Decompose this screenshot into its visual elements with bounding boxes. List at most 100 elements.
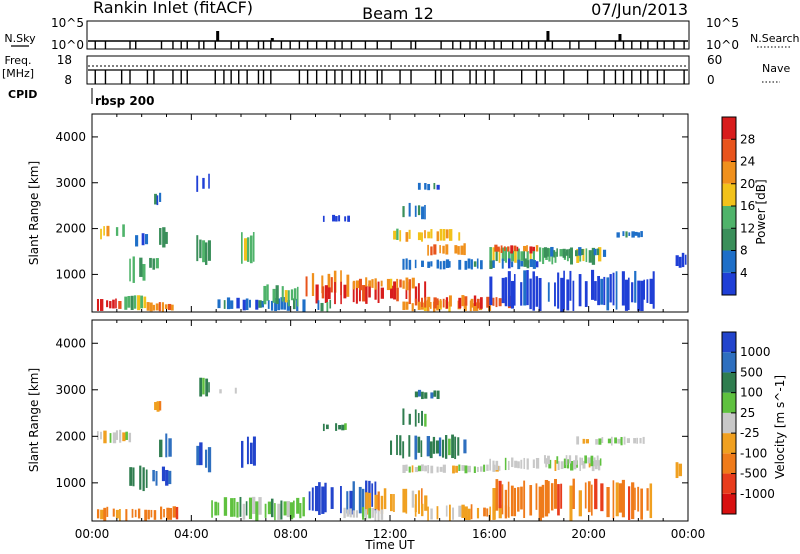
colorbar-tick-label: 500 <box>740 365 763 379</box>
range-gate-cell <box>135 235 139 247</box>
range-gate-cell <box>270 300 274 311</box>
range-gate-cell <box>128 432 132 443</box>
range-gate-cell <box>439 228 443 241</box>
range-gate-cell <box>617 438 621 444</box>
range-gate-cell <box>311 273 315 296</box>
range-gate-cell <box>470 259 473 270</box>
range-gate-cell <box>511 261 514 268</box>
range-gate-cell <box>417 301 421 310</box>
range-gate-cell <box>147 509 150 520</box>
range-gate-cell <box>439 261 442 270</box>
range-gate-cell <box>124 296 128 310</box>
range-gate-cell <box>542 247 545 265</box>
range-gate-cell <box>473 261 477 267</box>
range-gate-cell <box>601 437 604 444</box>
range-gate-cell <box>417 182 421 190</box>
range-gate-cell <box>545 458 548 468</box>
range-gate-cell <box>417 389 422 397</box>
range-gate-cell <box>118 300 122 309</box>
range-gate-cell <box>495 460 499 471</box>
range-gate-cell <box>430 229 433 239</box>
range-gate-cell <box>584 455 587 464</box>
range-gate-cell <box>470 298 474 308</box>
range-gate-cell <box>127 295 131 308</box>
range-gate-cell <box>594 460 598 470</box>
range-gate-cell <box>424 183 427 190</box>
range-gate-cell <box>380 495 384 514</box>
colorbar-segment <box>722 161 736 184</box>
range-gate-cell <box>245 501 248 516</box>
range-gate-cell <box>159 401 162 411</box>
colorbar-segment <box>722 250 736 273</box>
range-gate-cell <box>598 438 602 445</box>
range-gate-cell <box>109 301 112 309</box>
range-gate-cell <box>445 297 449 309</box>
range-gate-cell <box>267 501 272 515</box>
range-gate-cell <box>202 377 205 395</box>
range-gate-cell <box>510 280 515 309</box>
range-gate-cell <box>296 497 300 514</box>
range-gate-cell <box>100 431 102 440</box>
range-gate-cell <box>438 437 442 457</box>
range-gate-cell <box>165 433 168 458</box>
range-gate-cell <box>199 442 203 466</box>
range-gate-cell <box>402 441 405 459</box>
range-gate-cell <box>169 508 173 520</box>
velocity-ylabel: Slant Range [km] <box>27 368 41 472</box>
range-gate-cell <box>414 409 417 427</box>
range-gate-cell <box>625 231 628 238</box>
nsearch-scale-top: 10^5 <box>706 16 739 30</box>
site-title: Rankin Inlet (fitACF) <box>93 0 253 17</box>
range-gate-cell <box>365 509 368 520</box>
range-gate-cell <box>241 440 244 468</box>
range-gate-cell <box>333 270 337 293</box>
range-gate-cell <box>106 300 109 308</box>
range-gate-cell <box>498 248 501 263</box>
colorbar-segment <box>722 183 736 206</box>
range-gate-cell <box>414 435 418 460</box>
range-gate-cell <box>152 258 155 270</box>
range-gate-cell <box>526 458 529 470</box>
range-gate-cell <box>355 510 359 518</box>
range-gate-cell <box>408 279 412 291</box>
colorbar-segment <box>722 352 736 373</box>
range-gate-cell <box>129 258 131 282</box>
range-gate-cell <box>417 283 420 304</box>
range-gate-cell <box>501 247 505 261</box>
range-gate-cell <box>637 232 641 238</box>
range-gate-cell <box>501 484 504 515</box>
range-gate-cell <box>430 261 433 267</box>
range-gate-cell <box>421 464 424 472</box>
range-gate-cell <box>523 270 527 306</box>
range-gate-cell <box>424 495 428 511</box>
range-gate-cell <box>529 278 532 310</box>
range-gate-cell <box>640 280 644 312</box>
range-gate-cell <box>557 461 560 471</box>
range-gate-cell <box>155 258 159 269</box>
range-gate-cell <box>241 232 243 264</box>
range-gate-cell <box>270 498 274 518</box>
range-gate-cell <box>396 228 399 240</box>
range-gate-cell <box>627 486 631 520</box>
range-gate-cell <box>112 432 117 444</box>
range-gate-cell <box>402 280 405 289</box>
range-gate-cell <box>320 302 324 312</box>
range-gate-cell <box>636 437 638 444</box>
nave-scale-top: 60 <box>707 53 722 67</box>
range-gate-cell <box>103 430 107 444</box>
range-gate-cell <box>274 503 276 521</box>
range-gate-cell <box>588 250 592 263</box>
range-gate-cell <box>402 464 406 473</box>
range-gate-cell <box>556 248 558 257</box>
colorbar-tick-label: 20 <box>740 177 755 191</box>
range-gate-cell <box>421 503 424 517</box>
nsky-bars <box>88 31 688 49</box>
range-gate-cell <box>424 465 427 472</box>
range-gate-cell <box>550 246 554 257</box>
range-gate-cell <box>163 508 165 518</box>
range-gate-cell <box>362 507 365 520</box>
range-gate-cell <box>631 231 635 238</box>
range-gate-cell <box>575 250 578 257</box>
range-gate-cell <box>607 438 612 444</box>
range-gate-cell <box>473 295 477 306</box>
